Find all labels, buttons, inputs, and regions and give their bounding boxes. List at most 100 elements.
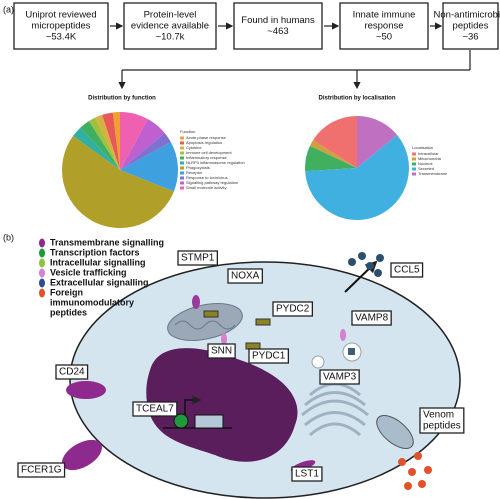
legend-text: peptides: [50, 307, 87, 317]
legend-label: Signalling pathway regulation: [186, 180, 238, 185]
pie-slice: [309, 140, 357, 168]
step-text: Innate immune: [353, 10, 416, 21]
pie-slice: [120, 133, 171, 170]
label-box: [227, 268, 263, 284]
legend-text: Vesicle trafficking: [50, 267, 127, 277]
legend-label: Acute phase response: [186, 135, 227, 140]
step-box: [233, 2, 323, 50]
step-text: micropeptides: [31, 21, 90, 32]
legend-swatch: [412, 162, 416, 166]
pie-slice: [313, 116, 357, 168]
step-text: Protein-level: [144, 10, 197, 21]
label-box: [390, 262, 424, 278]
label-box: [207, 343, 236, 359]
step-count: ~50: [376, 32, 392, 43]
pie-slice: [305, 134, 409, 220]
cell: [62, 252, 461, 499]
legend-swatch: [412, 157, 416, 161]
step-box: [13, 2, 109, 50]
legend-label: Intracellular: [418, 151, 439, 156]
step-box: [123, 2, 217, 50]
label-text: FCER1G: [21, 465, 62, 476]
pie-slice: [80, 121, 120, 170]
step-text: response: [364, 21, 403, 32]
legend-text: Foreign: [50, 287, 83, 297]
pie-slice: [88, 117, 120, 170]
step-text: Non-antimicrobial: [434, 10, 500, 21]
legend-label: Transmembrane: [418, 171, 448, 176]
label-box: [291, 466, 323, 482]
legend-label: NLRP3 inflammasome regulation: [186, 160, 245, 165]
pie-slice: [120, 112, 148, 170]
branch: [118, 50, 471, 90]
legend-label: Phagocytosis: [186, 165, 210, 170]
legend-swatch: [180, 181, 184, 185]
legend-title: Localisation: [412, 145, 433, 150]
legend-swatch: [180, 136, 184, 140]
label-box: [319, 369, 360, 385]
label-text: CCL5: [394, 265, 420, 276]
pie-slice: [120, 119, 165, 170]
legend-text: Transcription factors: [50, 247, 140, 257]
pie-slice: [120, 142, 178, 192]
label-box: [248, 348, 290, 364]
pie-slice: [102, 112, 120, 170]
label-box: [132, 401, 178, 417]
legend-swatch: [180, 161, 184, 165]
label-box: [351, 310, 392, 326]
label-text: TCEAL7: [136, 404, 174, 415]
label-text: VAMP8: [355, 313, 389, 324]
legend-label: Inflammatory response: [186, 155, 227, 160]
label-text: STMP1: [181, 253, 215, 264]
legend-swatch: [180, 186, 184, 190]
legend-label: Mitochondria: [418, 156, 442, 161]
label-text: PYDC2: [276, 304, 310, 315]
pie-slice: [73, 127, 120, 170]
label-text: VAMP3: [323, 372, 357, 383]
legend-swatch: [412, 152, 416, 156]
label-text: peptides: [423, 421, 461, 432]
legend-swatch: [180, 176, 184, 180]
step-text: Found in humans: [241, 15, 315, 26]
chart-title: Distribution by function: [88, 96, 156, 102]
legend-label: Receptor: [186, 170, 203, 175]
legend-label: Apoptosis regulation: [186, 140, 222, 145]
legend-marker: [39, 288, 45, 298]
legend-label: Small molecule activity: [186, 185, 226, 190]
legend-label: Secreted: [418, 166, 434, 171]
panel-label: (b): [3, 232, 14, 242]
pie-slice: [95, 114, 120, 170]
legend-swatch: [180, 141, 184, 145]
chart-title: Distribution by localisation: [318, 96, 395, 102]
label-text: SNN: [211, 346, 232, 357]
pie-slice: [357, 116, 398, 168]
legend-text: immunomodulatory: [50, 297, 134, 307]
legend-swatch: [180, 146, 184, 150]
legend-text: Intracellular signalling: [50, 257, 146, 267]
label-text: LST1: [295, 469, 319, 480]
legend-marker: [39, 258, 45, 268]
legend-swatch: [180, 166, 184, 170]
label-box: [55, 364, 89, 380]
legend-text: Extracellular signalling: [50, 277, 149, 287]
legend-marker: [39, 248, 45, 258]
step-text: peptides: [453, 21, 489, 32]
step-count: ~463: [267, 26, 288, 37]
legend-label: Response to toxin/virus: [186, 175, 228, 180]
legend-label: Cytokine: [186, 145, 202, 150]
legend-marker: [39, 268, 45, 278]
legend-marker: [39, 278, 45, 288]
legend-swatch: [412, 167, 416, 171]
step-count: ~36: [462, 32, 478, 43]
label-box: [419, 407, 465, 434]
legend-label: Immune cell development: [186, 150, 232, 155]
step-count: ~10.7k: [156, 32, 185, 43]
pie-slice: [112, 112, 120, 170]
panel-label: (a): [3, 4, 14, 14]
legend-swatch: [180, 151, 184, 155]
step-text: Uniprot reviewed: [25, 10, 96, 21]
legend-marker: [39, 238, 45, 248]
legend-swatch: [180, 156, 184, 160]
label-text: Venom: [423, 410, 454, 421]
